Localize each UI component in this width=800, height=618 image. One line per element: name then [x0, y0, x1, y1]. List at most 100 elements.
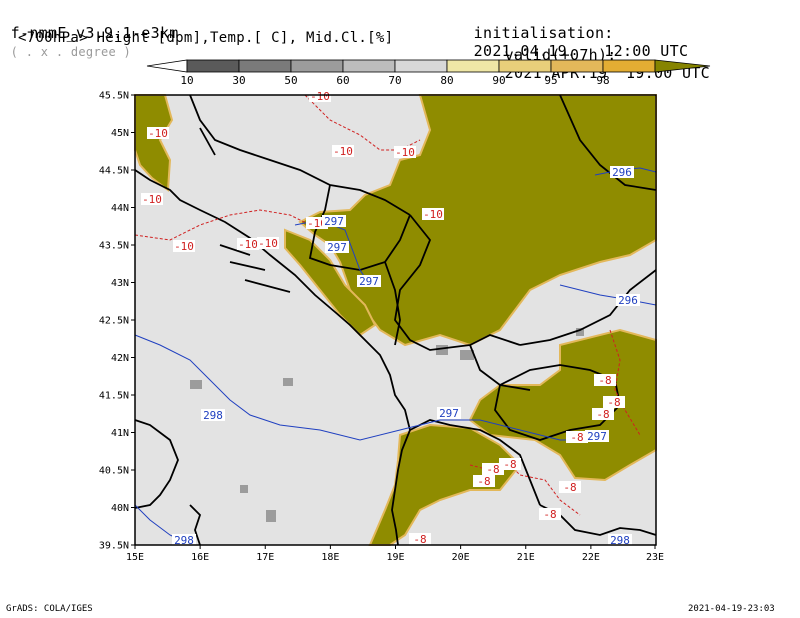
- lat-label: 40.5N: [99, 466, 129, 477]
- temperature-labels: -10-10-10 -10-10-10-10-10 -10 -10-8-8-8-8-8…: [141, 90, 625, 546]
- height-label: 297: [324, 215, 344, 228]
- temp-label-bg: [499, 458, 521, 470]
- temp-label: -10: [307, 217, 327, 230]
- temp-label-bg: [603, 396, 625, 408]
- height-label-bg: [172, 534, 196, 546]
- lon-label: 19E: [386, 552, 404, 560]
- temp-label-bg: [559, 481, 581, 493]
- footer-left: GrADS: COLA/IGES: [6, 604, 93, 614]
- colorbar-right-arrow: [654, 59, 711, 73]
- temp-label-bg: [473, 475, 495, 487]
- temp-label-bg: [594, 374, 616, 386]
- temp-label-bg: [482, 463, 504, 475]
- colorbar-tick: 60: [336, 74, 349, 87]
- temp-label-bg: [394, 146, 416, 158]
- valid-line: valid(+07h): 2021.APR.19 19:00 UTC: [486, 28, 710, 82]
- temp-label-bg: [539, 508, 561, 520]
- temp-label: -8: [413, 533, 426, 546]
- lat-label: 45N: [111, 128, 129, 139]
- height-label-bg: [610, 166, 634, 178]
- cloud-region-northwest: [134, 94, 174, 192]
- height-label: 297: [359, 275, 379, 288]
- height-label: 297: [587, 430, 607, 443]
- valid-label: valid(+07h):: [504, 46, 617, 64]
- height-label-bg: [201, 409, 225, 421]
- model-name: f-nmmE_v3.9.1-e3km: [10, 24, 179, 42]
- height-label-bg: [608, 534, 632, 546]
- temp-label-bg: [141, 193, 163, 205]
- lon-label: 23E: [646, 552, 664, 560]
- islands: [199, 127, 291, 293]
- temp-label-bg: [257, 237, 279, 249]
- colorbar-boxes: [146, 59, 711, 73]
- gray-patch: [190, 380, 202, 389]
- footer-right: 2021-04-19-23:03: [688, 604, 775, 614]
- temp-label-bg: [409, 533, 431, 545]
- temp-label: -10: [310, 90, 330, 103]
- serbia-border: [394, 214, 521, 351]
- italy-heel: [189, 504, 202, 546]
- gray-patch: [436, 345, 448, 355]
- italy-coast: [134, 419, 179, 509]
- colorbar-tick: 10: [180, 74, 193, 87]
- lat-label: 40N: [111, 503, 129, 514]
- colorbar-tick: 50: [284, 74, 297, 87]
- height-label: 298: [203, 409, 223, 422]
- temp-label: -10: [174, 240, 194, 253]
- temp-label: -8: [570, 431, 583, 444]
- lat-label: 44N: [111, 203, 129, 214]
- temp-label: -8: [486, 463, 499, 476]
- temp-label-bg: [592, 408, 614, 420]
- units-note: ( . x . degree ): [10, 45, 132, 59]
- init-value: 2021.04.19. 12:00 UTC: [473, 42, 689, 60]
- lon-label: 18E: [321, 552, 339, 560]
- temp-label-bg: [173, 240, 195, 252]
- height-label-bg: [585, 430, 609, 442]
- temp-label: -8: [596, 408, 609, 421]
- temp-label: -8: [503, 458, 516, 471]
- temp-label-bg: [566, 431, 588, 443]
- temp-label: -8: [477, 475, 490, 488]
- height-labels: 297 297 297 296 296 297 297 298 298 298: [172, 166, 640, 547]
- gray-patch: [283, 378, 293, 386]
- lat-label: 44.5N: [99, 166, 129, 177]
- cloud-region-south: [368, 423, 522, 546]
- temp-label: -10: [423, 208, 443, 221]
- map-panel: -10-10-10 -10-10-10-10-10 -10 -10-8-8-8-8-8…: [99, 90, 664, 560]
- height-label: 297: [327, 241, 347, 254]
- colorbar-tick-labels: 10 30 50 60 70 80 90 95 98: [180, 74, 609, 87]
- height-label: 298: [174, 534, 194, 547]
- lat-label: 41.5N: [99, 391, 129, 402]
- temp-label-bg: [332, 145, 354, 157]
- gray-patch: [266, 510, 276, 522]
- temp-label: -10: [142, 193, 162, 206]
- lon-label: 21E: [517, 552, 535, 560]
- lon-label: 17E: [256, 552, 274, 560]
- temp-label: -10: [258, 237, 278, 250]
- cloud-cover-layer: [134, 94, 657, 546]
- colorbar-tick: 98: [596, 74, 609, 87]
- colorbar-tick: 70: [388, 74, 401, 87]
- height-label-bg: [437, 407, 461, 419]
- colorbar-tick: 90: [492, 74, 505, 87]
- lat-label: 42.5N: [99, 316, 129, 327]
- montenegro-border: [384, 261, 401, 346]
- height-label-bg: [322, 215, 346, 227]
- gray-patch: [460, 350, 474, 360]
- height-label-bg: [616, 294, 640, 306]
- temp-label: -10: [148, 127, 168, 140]
- lat-label: 43N: [111, 278, 129, 289]
- temp-label: -8: [598, 374, 611, 387]
- colorbar-tick: 80: [440, 74, 453, 87]
- temp-label: -8: [563, 481, 576, 494]
- lon-label: 16E: [191, 552, 209, 560]
- gray-patch: [240, 485, 248, 493]
- lat-label: 43.5N: [99, 241, 129, 252]
- lat-label: 41N: [111, 428, 129, 439]
- init-line: initialisation: 2021.04.19. 12:00 UTC: [455, 6, 688, 60]
- bulgaria-border: [519, 269, 657, 346]
- colorbar: 10 30 50 60 70 80 90 95 98: [146, 59, 711, 87]
- height-label: 296: [612, 166, 632, 179]
- cloud-gray-patches: [190, 328, 584, 522]
- height-label-bg: [325, 241, 349, 253]
